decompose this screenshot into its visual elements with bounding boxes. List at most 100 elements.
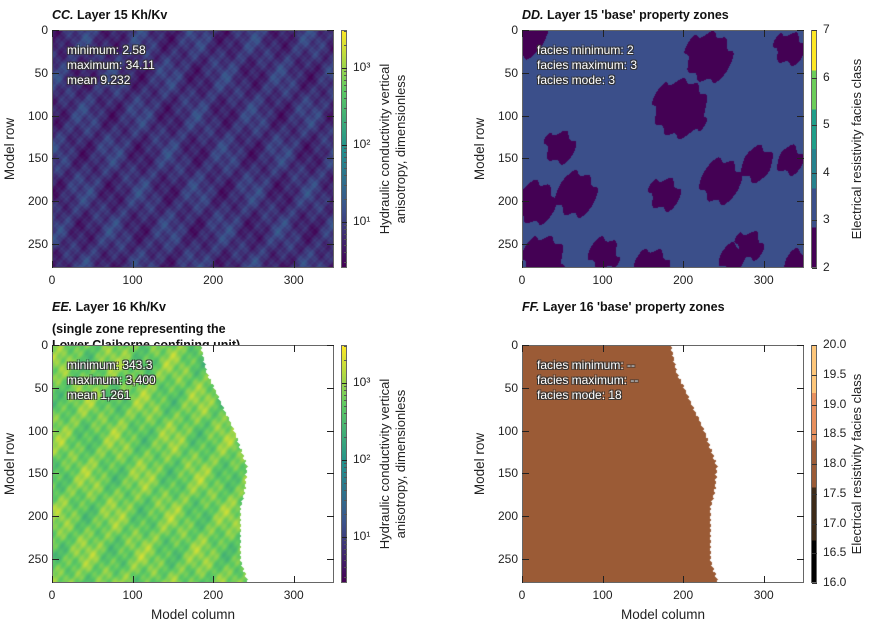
colorbar-minor-tick [344,413,347,415]
x-tick-mark [52,576,53,583]
colorbar-minor-tick [344,261,347,263]
stats-line: facies minimum: 2 [537,43,634,57]
panel-letter: DD. [522,8,544,22]
y-tick-label: 250 [27,552,48,567]
colorbar-minor-tick [344,359,347,361]
x-tick-mark [522,30,523,37]
stats-line: mean 9.232 [67,73,131,87]
colorbar-tick-label: 10³ [353,374,371,389]
heatmap-plot-cc: minimum: 2.58 maximum: 34.11 mean 9.232 [52,30,334,268]
y-tick-mark [52,158,59,160]
y-tick-mark [327,430,334,432]
colorbar-minor-tick [344,31,347,33]
stats-box: facies minimum: 2 facies maximum: 3 facies… [537,43,637,88]
y-tick-mark [797,345,804,346]
heatmap-plot-ee: minimum: 343.3 maximum: 3,400 mean 1,261 [52,345,334,583]
colorbar-minor-tick [344,482,347,484]
panel-title-ee: EE. Layer 16 Kh/Kv [52,300,166,314]
x-tick-mark [683,261,685,268]
colorbar-minor-tick [344,390,347,392]
y-tick-mark [52,516,59,518]
colorbar-tick [342,536,347,538]
y-tick-label: 50 [34,380,48,395]
colorbar-minor-tick [344,399,347,401]
y-tick-label: 150 [497,151,518,166]
colorbar-tick-label: 2 [823,260,830,274]
y-tick-mark [797,244,804,246]
y-tick-mark [522,244,529,246]
x-tick-mark [683,576,685,583]
stats-line: facies maximum: 3 [537,58,638,72]
stats-box: minimum: 343.3 maximum: 3,400 mean 1,261 [67,358,156,403]
y-tick-label: 150 [27,466,48,481]
stats-line: minimum: 2.58 [67,43,146,57]
colorbar-tick-label: 10¹ [353,528,371,543]
y-tick-mark [52,430,59,432]
x-tick-mark [52,30,53,37]
colorbar-minor-tick [344,567,347,569]
colorbar-tick [812,220,817,222]
x-tick-label: 100 [122,273,143,287]
colorbar-minor-tick [344,467,347,469]
y-tick-mark [522,201,529,203]
colorbar-tick-label: 17.0 [823,515,847,530]
x-tick-label: 300 [753,588,774,602]
colorbar-minor-tick [344,75,347,77]
x-tick-mark [522,261,523,268]
colorbar-dd [811,30,817,268]
x-axis-label: Model column [620,607,706,622]
y-axis-label: Model row [472,117,487,181]
x-tick-label: 200 [203,273,224,287]
x-tick-mark [602,261,604,268]
y-tick-label: 100 [27,108,48,123]
x-tick-mark [602,576,604,583]
y-tick-mark [52,244,59,246]
panel-title-dd: DD. Layer 15 'base' property zones [522,8,729,22]
y-tick-mark [522,115,529,117]
y-tick-mark [522,516,529,518]
x-tick-label: 0 [48,588,56,602]
y-tick-mark [797,387,804,389]
colorbar-label-line: Electrical resistivity facies class [849,373,864,555]
heatmap-image [523,31,803,267]
y-tick-label: 100 [497,423,518,438]
x-tick-mark [763,30,765,37]
y-axis-label: Model row [2,117,17,181]
colorbar-tick-label: 3 [823,212,830,227]
colorbar-minor-tick [344,548,347,550]
y-tick-label: 200 [27,509,48,524]
y-tick-mark [522,387,529,389]
colorbar-tick-label: 17.5 [823,485,847,500]
colorbar-tick-label: 19.0 [823,396,847,411]
y-tick-mark [52,201,59,203]
x-tick-mark [132,30,134,37]
panel-title-text: Layer 16 Kh/Kv [75,300,166,314]
colorbar-minor-tick [344,71,347,73]
colorbar-minor-tick [344,346,347,348]
colorbar-minor-tick [344,84,347,86]
x-tick-label: 300 [283,273,304,287]
colorbar-tick [812,523,817,525]
x-tick-mark [213,30,215,37]
y-tick-label: 200 [27,194,48,209]
y-tick-mark [52,30,59,31]
colorbar-minor-tick [344,576,347,578]
colorbar-tick [342,144,347,146]
y-tick-mark [797,30,804,31]
stats-box: minimum: 2.58 maximum: 34.11 mean 9.232 [67,43,155,88]
y-tick-mark [52,345,59,346]
y-tick-label: 250 [497,237,518,252]
y-tick-label: 50 [504,380,518,395]
colorbar-tick-label: 7 [823,22,830,36]
x-tick-mark [763,345,765,352]
x-tick-mark [683,345,685,352]
colorbar-tick-label: 10² [353,136,371,151]
panel-title-text: Layer 16 'base' property zones [542,300,725,314]
colorbar-minor-tick [344,423,347,425]
colorbar-tick [812,553,817,555]
y-tick-mark [797,158,804,160]
x-tick-label: 0 [48,273,56,287]
panel-letter: EE. [52,300,73,314]
x-tick-mark [602,30,604,37]
x-tick-mark [132,576,134,583]
